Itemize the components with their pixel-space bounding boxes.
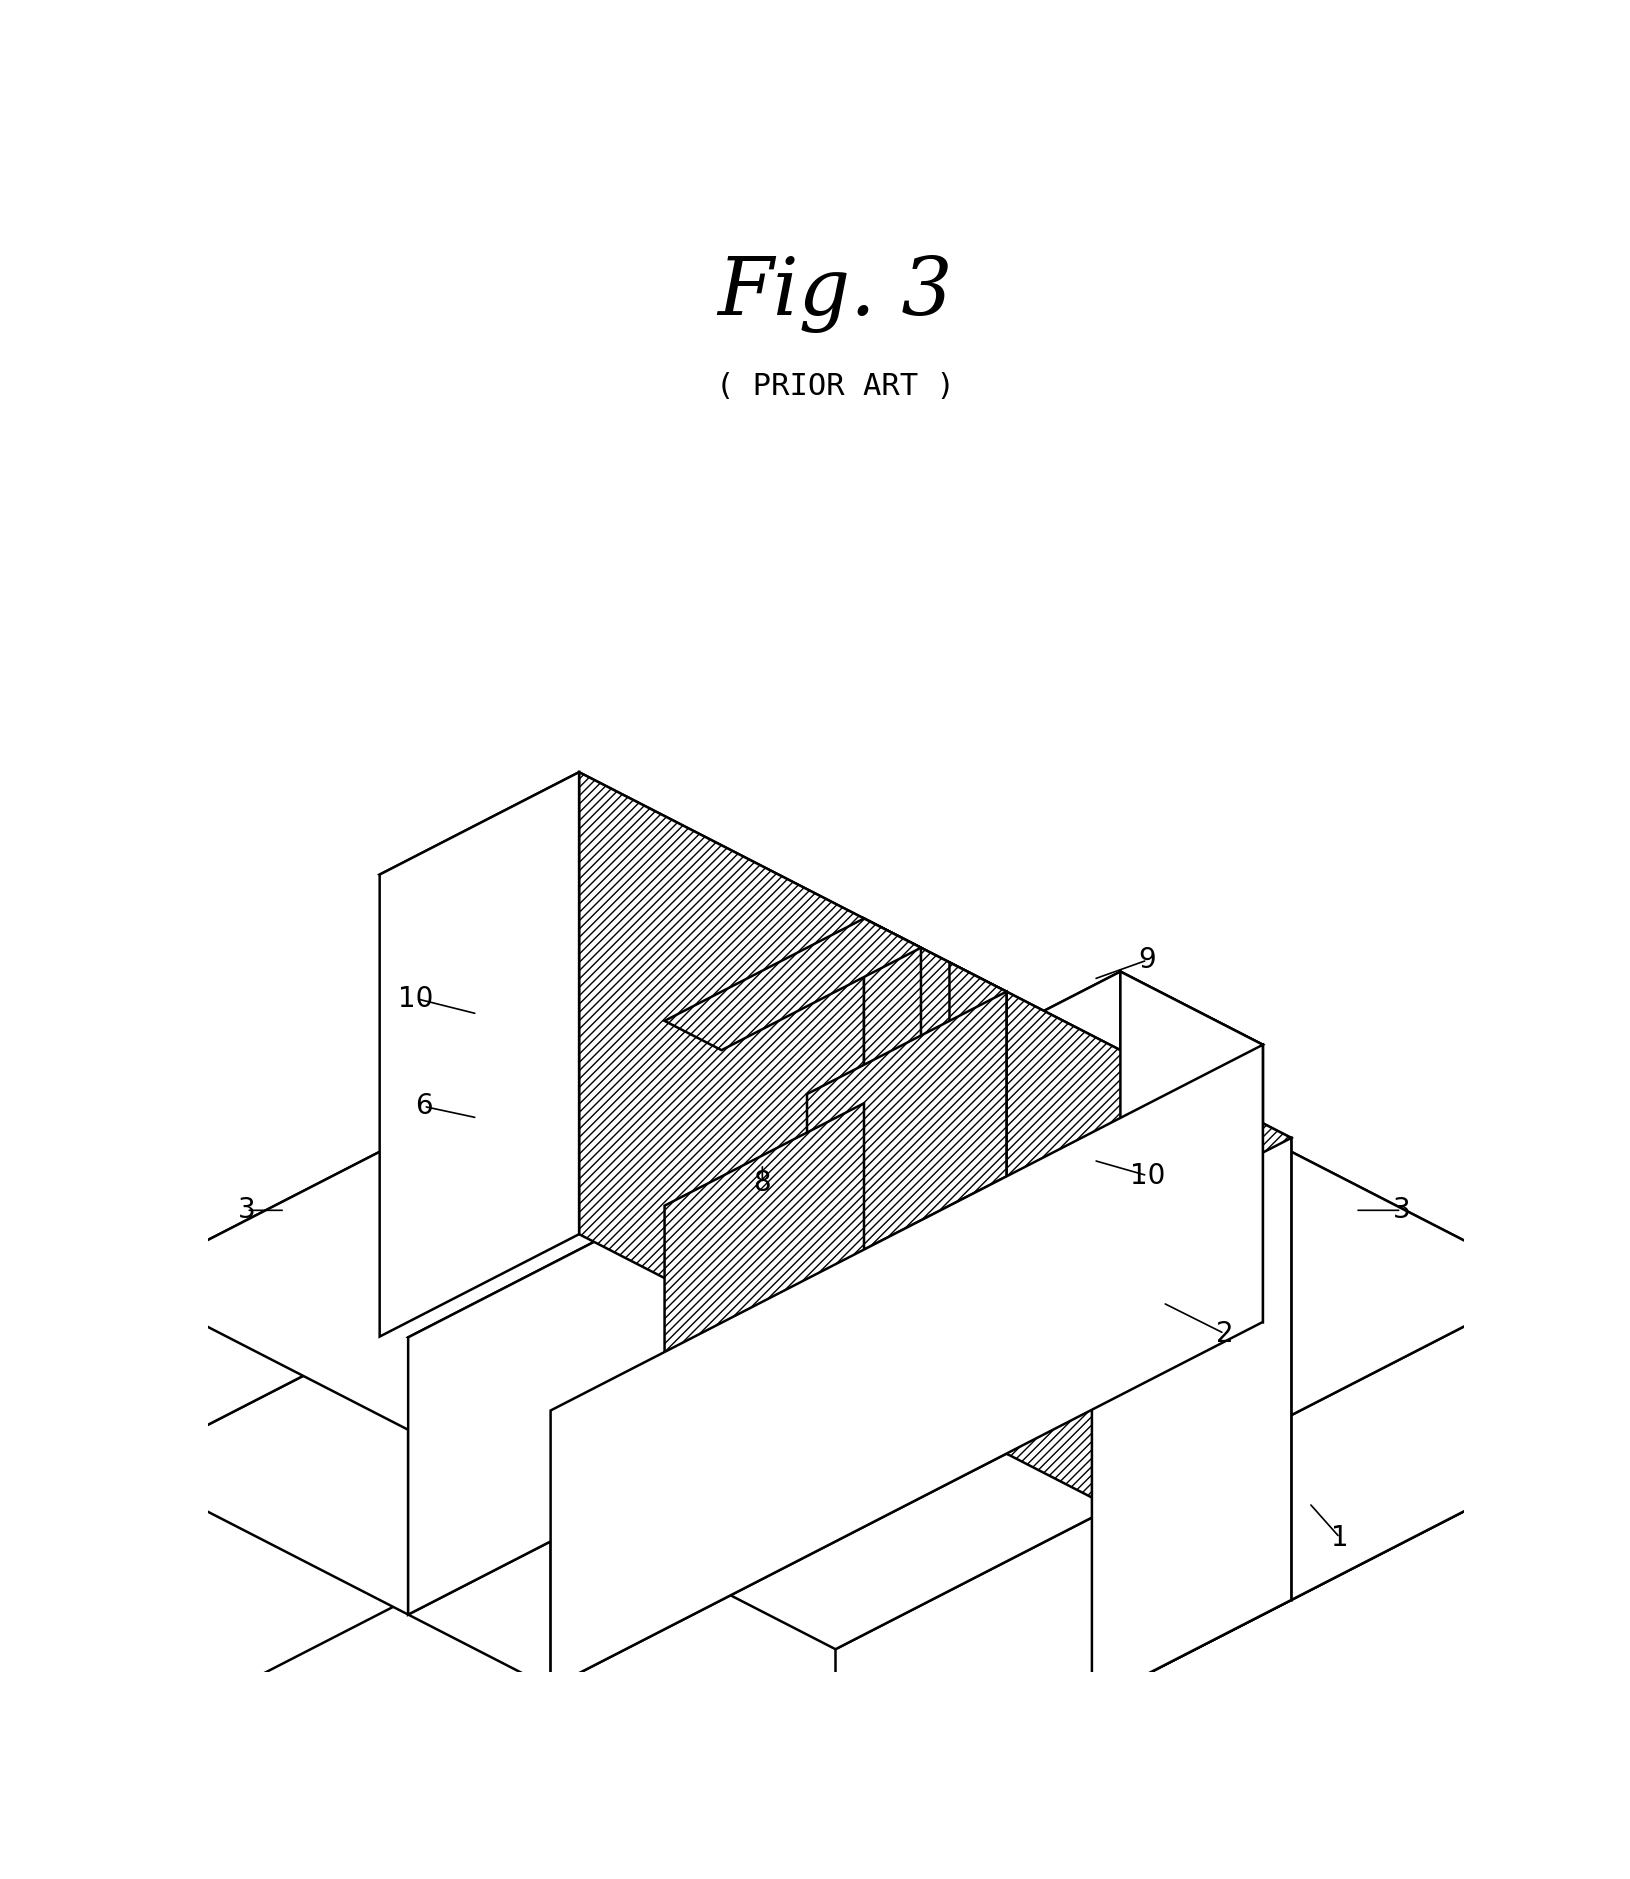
- Polygon shape: [551, 1045, 1262, 1687]
- Polygon shape: [408, 971, 1120, 1614]
- Text: Fig. 3: Fig. 3: [717, 256, 952, 333]
- Text: 3: 3: [238, 1197, 256, 1225]
- Polygon shape: [807, 992, 1006, 1280]
- Polygon shape: [408, 971, 1262, 1411]
- Polygon shape: [380, 772, 1291, 1240]
- Text: 6: 6: [414, 1092, 432, 1120]
- Polygon shape: [1120, 971, 1262, 1323]
- Polygon shape: [949, 962, 1006, 1176]
- Polygon shape: [835, 1467, 1547, 1879]
- Polygon shape: [835, 1283, 1547, 1834]
- Polygon shape: [551, 1137, 1547, 1650]
- Polygon shape: [124, 1103, 835, 1746]
- Polygon shape: [579, 772, 1291, 1599]
- Polygon shape: [1262, 1137, 1547, 1467]
- Polygon shape: [124, 917, 835, 1467]
- Polygon shape: [663, 919, 921, 1050]
- Text: 1: 1: [1330, 1524, 1348, 1552]
- Polygon shape: [864, 919, 921, 1133]
- Text: 10: 10: [398, 985, 434, 1013]
- Polygon shape: [663, 1103, 864, 1483]
- Polygon shape: [124, 1103, 1547, 1834]
- Polygon shape: [835, 917, 1120, 1250]
- Text: 2: 2: [1214, 1319, 1232, 1347]
- Polygon shape: [551, 1045, 1262, 1687]
- Text: ( PRIOR ART ): ( PRIOR ART ): [716, 372, 954, 400]
- Polygon shape: [124, 917, 1120, 1430]
- Polygon shape: [380, 772, 579, 1336]
- Text: 3: 3: [1392, 1197, 1410, 1225]
- Polygon shape: [408, 1064, 1120, 1614]
- Polygon shape: [835, 1103, 1547, 1746]
- Polygon shape: [864, 919, 1006, 1454]
- Text: 9: 9: [1138, 945, 1156, 973]
- Polygon shape: [1090, 1139, 1291, 1702]
- Text: 8: 8: [753, 1169, 771, 1197]
- Text: 10: 10: [1130, 1161, 1164, 1189]
- Polygon shape: [1120, 971, 1262, 1323]
